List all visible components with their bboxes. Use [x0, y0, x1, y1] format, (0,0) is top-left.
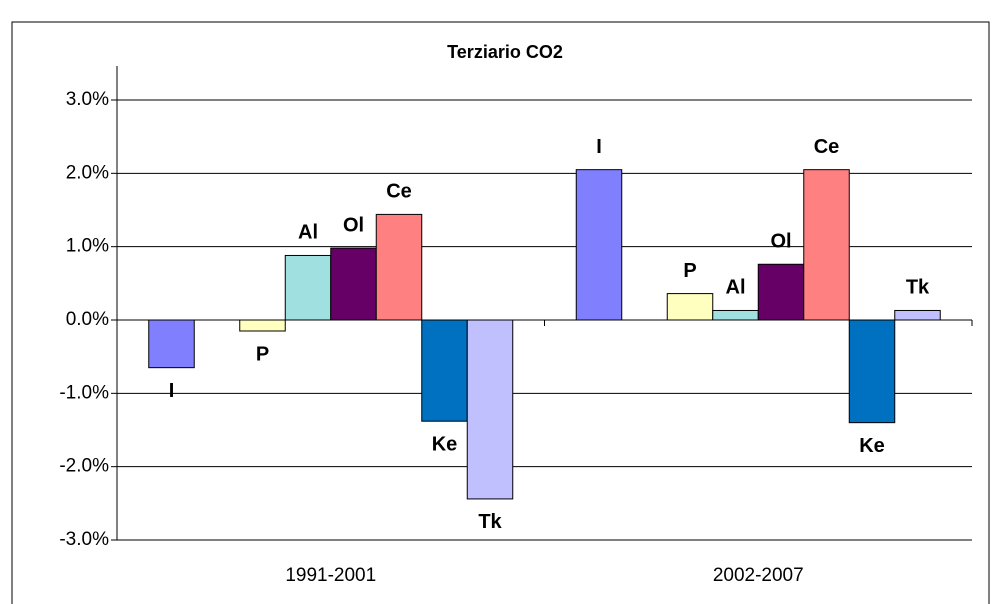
data-label: I: [169, 380, 175, 402]
y-tick-label: -2.0%: [59, 456, 109, 477]
data-label: Al: [298, 222, 318, 244]
x-tick-label: 2002-2007: [713, 565, 804, 586]
data-label: Tk: [478, 511, 502, 533]
y-tick-label: 3.0%: [66, 89, 109, 110]
y-tick-label: -1.0%: [59, 382, 109, 403]
bar: [894, 309, 941, 321]
data-label: Ce: [814, 136, 840, 158]
data-label: Tk: [906, 277, 930, 299]
bar: [284, 254, 332, 321]
bar: [148, 319, 195, 369]
data-label: I: [596, 136, 602, 158]
data-label: Al: [726, 277, 746, 299]
data-label: P: [683, 260, 696, 282]
x-tick-label: 1991-2001: [285, 565, 376, 586]
data-label: Ol: [770, 231, 791, 253]
bar: [239, 319, 286, 332]
y-tick-label: 1.0%: [66, 236, 109, 257]
data-label: P: [256, 343, 269, 365]
bar: [848, 319, 896, 424]
data-label: Ke: [859, 435, 885, 457]
bar: [803, 169, 850, 321]
data-label: Ce: [386, 181, 412, 203]
bar: [375, 213, 423, 321]
chart-title: Terziario CO2: [447, 42, 563, 62]
bar: [666, 293, 714, 321]
bar: [421, 319, 468, 422]
bar: [757, 263, 805, 321]
bar: [712, 309, 759, 321]
y-tick-label: -3.0%: [59, 529, 109, 550]
y-tick-label: 2.0%: [66, 162, 109, 183]
bar: [330, 247, 377, 321]
bar: [466, 319, 514, 500]
bar: [575, 169, 623, 321]
data-label: Ke: [432, 433, 458, 455]
data-label: Ol: [343, 214, 364, 236]
y-tick-label: 0.0%: [66, 309, 109, 330]
